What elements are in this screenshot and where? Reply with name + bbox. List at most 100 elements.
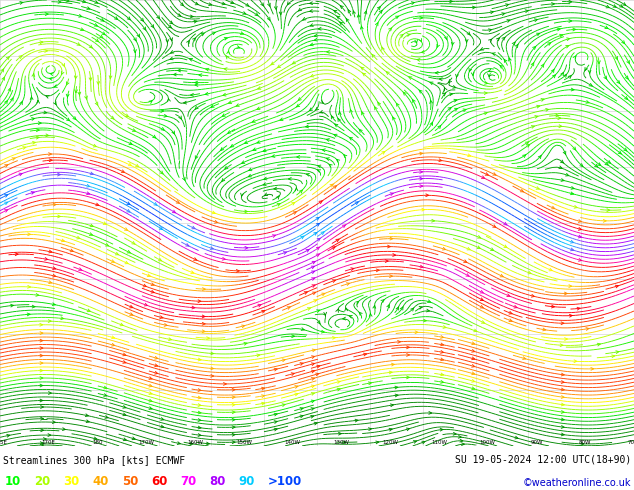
FancyArrowPatch shape (226, 56, 229, 59)
FancyArrowPatch shape (195, 2, 198, 5)
FancyArrowPatch shape (205, 93, 208, 95)
FancyArrowPatch shape (41, 406, 43, 408)
FancyArrowPatch shape (360, 26, 363, 29)
FancyArrowPatch shape (500, 66, 503, 68)
FancyArrowPatch shape (143, 27, 146, 30)
FancyArrowPatch shape (258, 87, 261, 89)
FancyArrowPatch shape (299, 8, 302, 11)
FancyArrowPatch shape (504, 245, 507, 247)
FancyArrowPatch shape (406, 354, 410, 356)
FancyArrowPatch shape (552, 75, 555, 78)
FancyArrowPatch shape (392, 117, 395, 120)
FancyArrowPatch shape (232, 411, 235, 414)
FancyArrowPatch shape (472, 372, 475, 375)
FancyArrowPatch shape (571, 88, 574, 91)
FancyArrowPatch shape (333, 186, 337, 189)
Text: 130W: 130W (333, 440, 349, 445)
FancyArrowPatch shape (320, 100, 323, 103)
FancyArrowPatch shape (295, 393, 298, 396)
FancyArrowPatch shape (438, 125, 441, 128)
FancyArrowPatch shape (53, 274, 56, 277)
FancyArrowPatch shape (598, 163, 600, 166)
FancyArrowPatch shape (241, 193, 243, 196)
FancyArrowPatch shape (193, 38, 195, 41)
FancyArrowPatch shape (618, 151, 621, 154)
FancyArrowPatch shape (279, 12, 282, 15)
FancyArrowPatch shape (581, 442, 584, 445)
FancyArrowPatch shape (509, 319, 512, 321)
FancyArrowPatch shape (536, 33, 540, 36)
FancyArrowPatch shape (190, 58, 193, 61)
FancyArrowPatch shape (622, 41, 624, 44)
FancyArrowPatch shape (389, 275, 392, 277)
FancyArrowPatch shape (586, 100, 589, 103)
Text: SU 19-05-2024 12:00 UTC(18+90): SU 19-05-2024 12:00 UTC(18+90) (455, 455, 631, 465)
Text: 90: 90 (238, 475, 255, 488)
FancyArrowPatch shape (422, 50, 425, 53)
FancyArrowPatch shape (244, 343, 247, 345)
Text: 165E: 165E (0, 440, 7, 445)
FancyArrowPatch shape (79, 15, 82, 17)
FancyArrowPatch shape (564, 338, 567, 341)
FancyArrowPatch shape (32, 118, 35, 121)
FancyArrowPatch shape (390, 193, 393, 196)
FancyArrowPatch shape (330, 184, 333, 187)
FancyArrowPatch shape (420, 17, 422, 19)
FancyArrowPatch shape (210, 247, 213, 249)
FancyArrowPatch shape (430, 100, 432, 103)
FancyArrowPatch shape (255, 13, 258, 16)
FancyArrowPatch shape (324, 312, 327, 316)
FancyArrowPatch shape (595, 164, 598, 167)
FancyArrowPatch shape (36, 136, 39, 139)
FancyArrowPatch shape (195, 84, 198, 86)
FancyArrowPatch shape (321, 330, 325, 333)
FancyArrowPatch shape (28, 233, 30, 236)
FancyArrowPatch shape (67, 82, 69, 85)
FancyArrowPatch shape (49, 153, 51, 155)
FancyArrowPatch shape (339, 112, 341, 115)
FancyArrowPatch shape (400, 35, 403, 37)
Text: 90W: 90W (530, 440, 543, 445)
Text: 40: 40 (93, 475, 109, 488)
FancyArrowPatch shape (395, 394, 398, 397)
FancyArrowPatch shape (159, 227, 162, 229)
FancyArrowPatch shape (406, 428, 410, 431)
FancyArrowPatch shape (61, 72, 64, 74)
FancyArrowPatch shape (190, 442, 193, 445)
FancyArrowPatch shape (561, 179, 564, 181)
FancyArrowPatch shape (111, 116, 114, 119)
FancyArrowPatch shape (19, 56, 22, 58)
FancyArrowPatch shape (549, 268, 552, 271)
FancyArrowPatch shape (578, 235, 581, 238)
FancyArrowPatch shape (378, 102, 380, 105)
FancyArrowPatch shape (198, 434, 201, 437)
FancyArrowPatch shape (462, 443, 464, 445)
FancyArrowPatch shape (559, 125, 562, 127)
FancyArrowPatch shape (420, 185, 423, 188)
FancyArrowPatch shape (430, 82, 433, 85)
FancyArrowPatch shape (40, 332, 43, 335)
FancyArrowPatch shape (472, 349, 475, 352)
FancyArrowPatch shape (440, 428, 443, 431)
FancyArrowPatch shape (62, 63, 65, 67)
FancyArrowPatch shape (564, 292, 567, 295)
FancyArrowPatch shape (172, 210, 176, 213)
FancyArrowPatch shape (178, 14, 181, 16)
FancyArrowPatch shape (348, 10, 351, 13)
FancyArrowPatch shape (224, 37, 227, 40)
FancyArrowPatch shape (500, 274, 503, 277)
FancyArrowPatch shape (192, 306, 195, 309)
FancyArrowPatch shape (307, 308, 311, 310)
FancyArrowPatch shape (577, 307, 580, 310)
FancyArrowPatch shape (58, 215, 60, 218)
FancyArrowPatch shape (278, 65, 281, 68)
FancyArrowPatch shape (346, 283, 349, 285)
FancyArrowPatch shape (318, 165, 321, 168)
FancyArrowPatch shape (127, 250, 130, 253)
FancyArrowPatch shape (4, 202, 8, 205)
FancyArrowPatch shape (224, 68, 227, 71)
FancyArrowPatch shape (396, 307, 399, 310)
FancyArrowPatch shape (257, 107, 260, 110)
FancyArrowPatch shape (376, 441, 378, 444)
FancyArrowPatch shape (502, 37, 505, 40)
